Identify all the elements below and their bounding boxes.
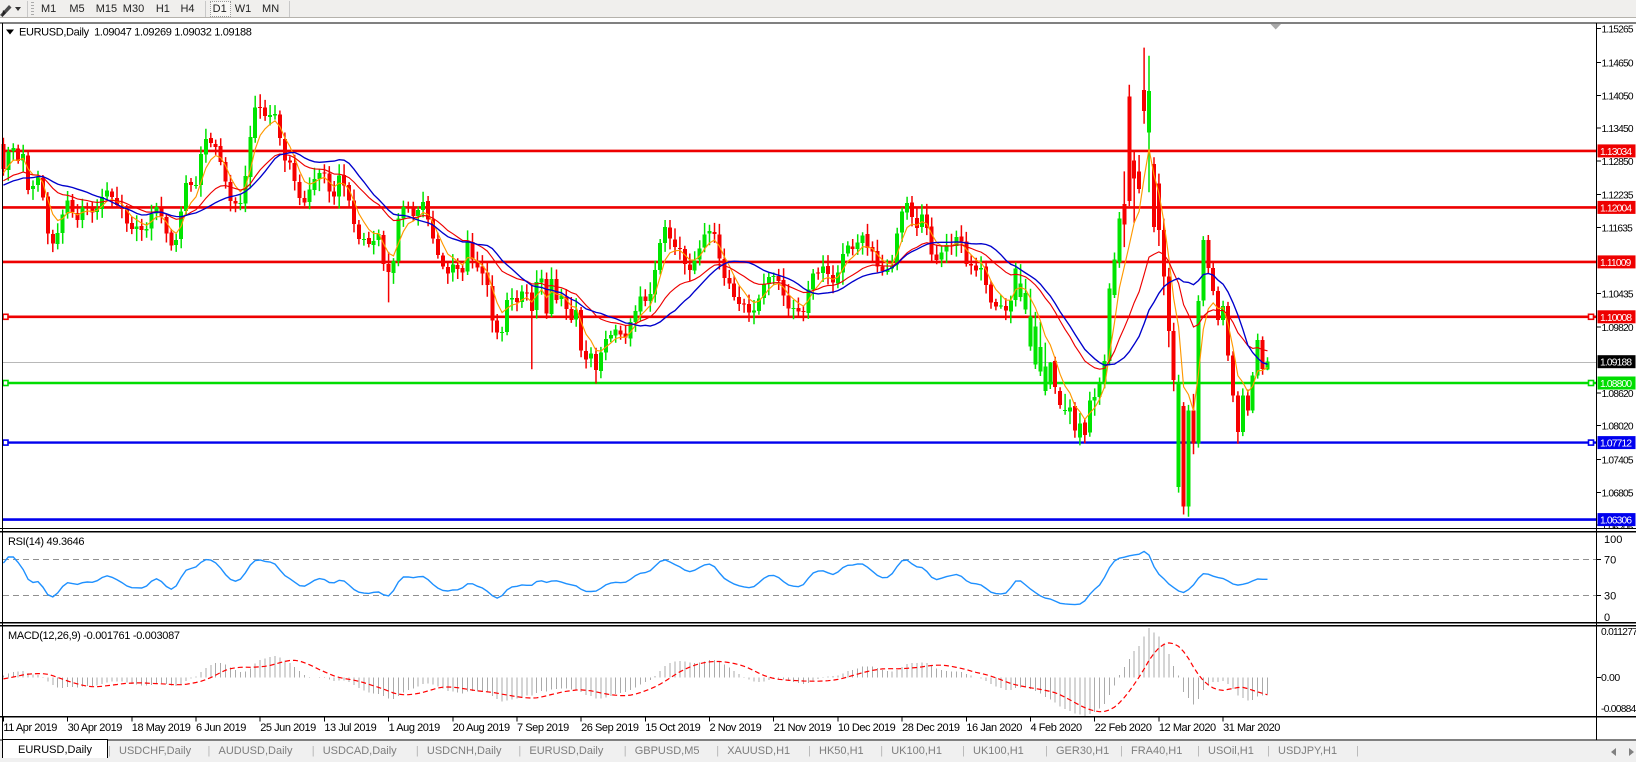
svg-text:7 Sep 2019: 7 Sep 2019 <box>517 722 569 734</box>
svg-text:28 Dec 2019: 28 Dec 2019 <box>902 722 960 734</box>
svg-text:12 Mar 2020: 12 Mar 2020 <box>1159 722 1216 734</box>
svg-text:1.10008: 1.10008 <box>1600 313 1632 324</box>
svg-text:20 Aug 2019: 20 Aug 2019 <box>453 722 510 734</box>
svg-text:26 Sep 2019: 26 Sep 2019 <box>581 722 639 734</box>
svg-text:RSI(14) 49.3646: RSI(14) 49.3646 <box>8 536 84 548</box>
svg-text:1.14050: 1.14050 <box>1602 91 1634 102</box>
svg-text:70: 70 <box>1604 554 1616 566</box>
svg-text:1.10435: 1.10435 <box>1602 289 1634 300</box>
svg-text:EURUSD,Daily 1.09047 1.09269: EURUSD,Daily 1.09047 1.09269 1.09032 1.0… <box>19 27 252 39</box>
svg-text:11 Apr 2019: 11 Apr 2019 <box>3 722 57 734</box>
svg-text:1.11635: 1.11635 <box>1602 224 1634 235</box>
svg-text:25 Jun 2019: 25 Jun 2019 <box>260 722 316 734</box>
svg-text:0: 0 <box>1604 612 1610 624</box>
svg-text:1.07712: 1.07712 <box>1600 439 1632 450</box>
svg-text:1.11009: 1.11009 <box>1600 258 1632 269</box>
svg-text:1 Aug 2019: 1 Aug 2019 <box>389 722 440 734</box>
svg-text:1.13450: 1.13450 <box>1602 124 1634 135</box>
svg-text:1.12850: 1.12850 <box>1602 157 1634 168</box>
svg-text:1.12004: 1.12004 <box>1600 203 1632 214</box>
svg-text:1.06805: 1.06805 <box>1602 488 1634 499</box>
svg-text:0.00: 0.00 <box>1601 672 1620 684</box>
svg-text:0.011277: 0.011277 <box>1601 627 1636 638</box>
svg-text:1.07405: 1.07405 <box>1602 455 1634 466</box>
svg-text:13 Jul 2019: 13 Jul 2019 <box>324 722 376 734</box>
svg-text:31 Mar 2020: 31 Mar 2020 <box>1223 722 1280 734</box>
svg-text:21 Nov 2019: 21 Nov 2019 <box>774 722 832 734</box>
svg-text:10 Dec 2019: 10 Dec 2019 <box>838 722 896 734</box>
svg-text:30 Apr 2019: 30 Apr 2019 <box>68 722 123 734</box>
svg-text:6 Jun 2019: 6 Jun 2019 <box>196 722 246 734</box>
svg-text:1.13034: 1.13034 <box>1600 147 1632 158</box>
svg-text:1.15265: 1.15265 <box>1602 25 1634 36</box>
svg-text:2 Nov 2019: 2 Nov 2019 <box>710 722 762 734</box>
svg-text:1.08020: 1.08020 <box>1602 422 1634 433</box>
svg-text:100: 100 <box>1604 534 1622 546</box>
svg-text:1.09188: 1.09188 <box>1600 358 1632 369</box>
svg-text:1.08800: 1.08800 <box>1600 379 1632 390</box>
svg-text:1.06306: 1.06306 <box>1600 516 1632 527</box>
svg-text:1.08620: 1.08620 <box>1602 389 1634 400</box>
svg-text:1.09820: 1.09820 <box>1602 323 1634 334</box>
svg-text:MACD(12,26,9) -0.001761 -0.003: MACD(12,26,9) -0.001761 -0.003087 <box>8 630 180 642</box>
svg-text:15 Oct 2019: 15 Oct 2019 <box>645 722 700 734</box>
svg-text:16 Jan 2020: 16 Jan 2020 <box>966 722 1022 734</box>
svg-text:1.12235: 1.12235 <box>1602 191 1634 202</box>
svg-text:1.14650: 1.14650 <box>1602 58 1634 69</box>
svg-text:18 May 2019: 18 May 2019 <box>132 722 191 734</box>
svg-text:-0.00884: -0.00884 <box>1601 704 1636 715</box>
svg-text:22 Feb 2020: 22 Feb 2020 <box>1095 722 1152 734</box>
svg-text:30: 30 <box>1604 590 1616 602</box>
svg-text:4 Feb 2020: 4 Feb 2020 <box>1031 722 1082 734</box>
